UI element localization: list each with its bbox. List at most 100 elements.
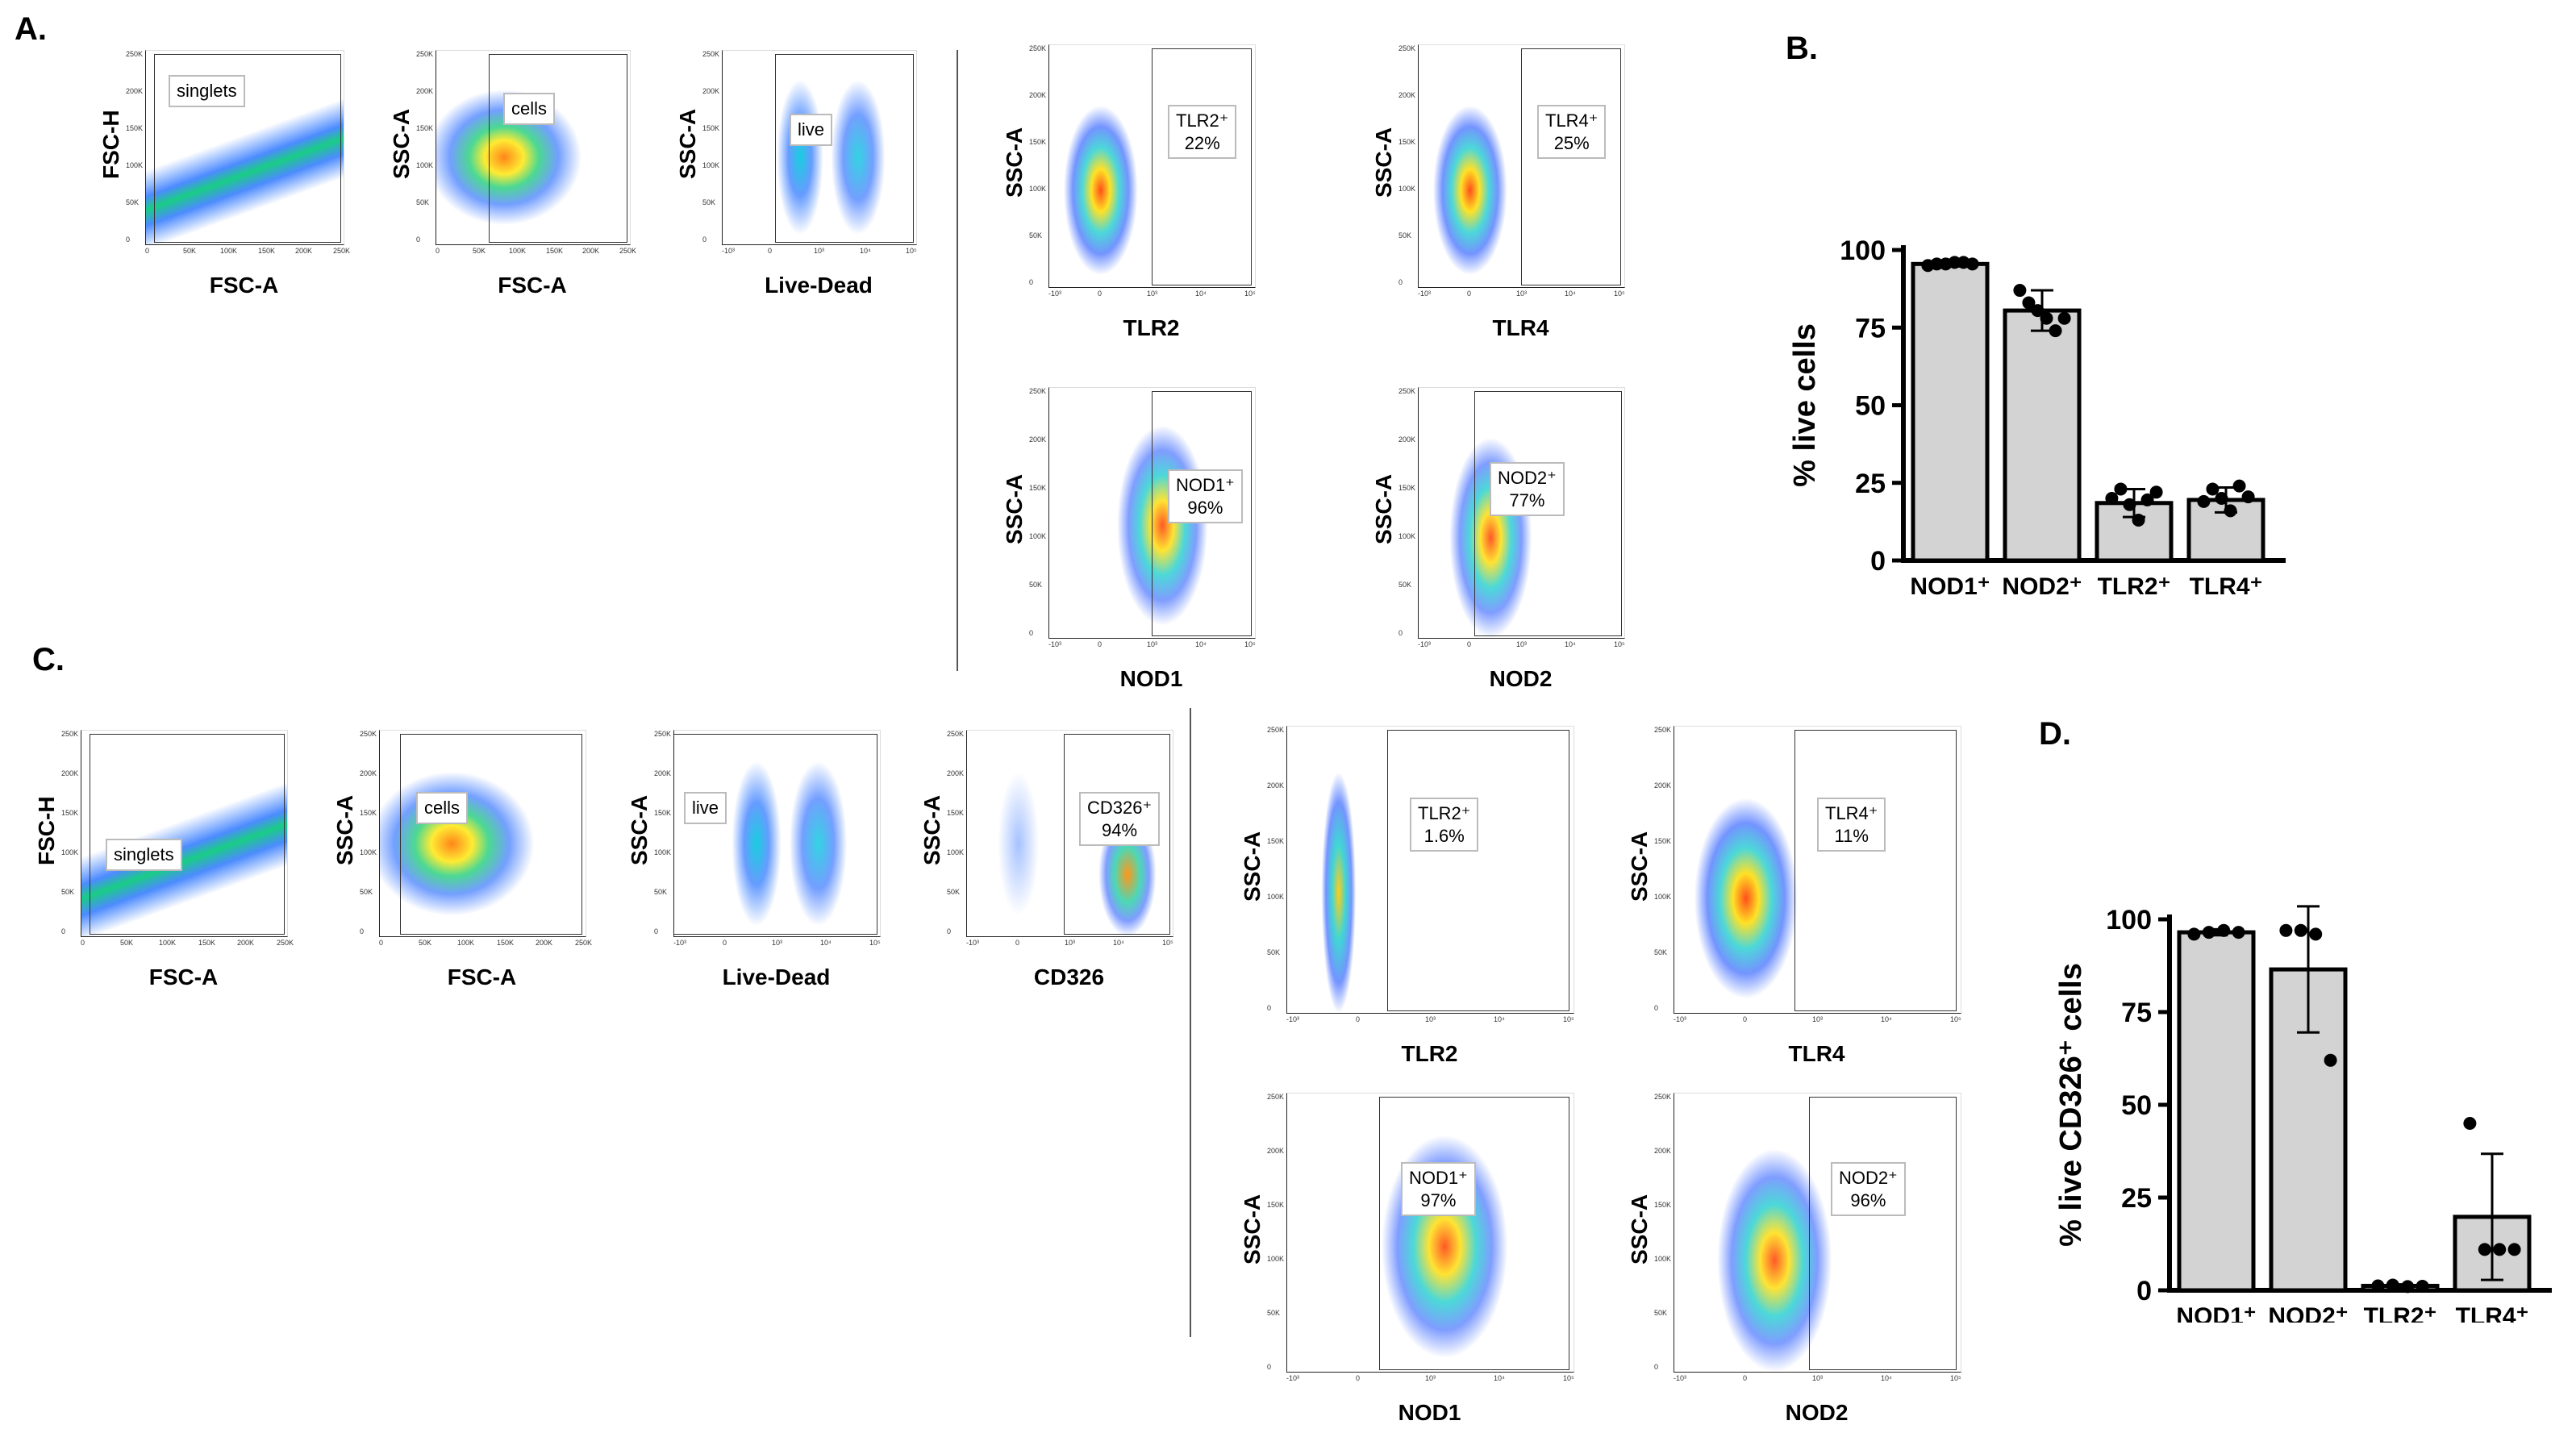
y-tick-c1: 100K — [61, 848, 79, 856]
category-label: NOD1⁺ — [2176, 1303, 2256, 1323]
gate-label-c3: live — [684, 792, 727, 824]
x-tick-c3: 0 — [723, 939, 727, 947]
gate-label-a6: NOD1⁺ 96% — [1168, 469, 1243, 523]
x-tick-c1: 150K — [198, 939, 216, 947]
y-axis-label: % live CD326⁺ cells — [2054, 963, 2088, 1247]
y-tick-c6: 150K — [1654, 837, 1672, 845]
y-tick-a2: 0 — [416, 235, 421, 244]
data-point — [2057, 311, 2071, 325]
y-tick-a7: 200K — [1398, 435, 1416, 444]
x-tick-c4: 10⁴ — [1113, 939, 1124, 947]
gate-name-c6: TLR4⁺ — [1825, 803, 1878, 823]
xlabel-c3: Live-Dead — [722, 964, 831, 989]
data-point — [1965, 257, 1979, 271]
x-tick-a6: 10⁴ — [1195, 640, 1207, 648]
y-tick-a2: 50K — [416, 198, 430, 206]
y-tick-c1: 150K — [61, 809, 79, 817]
y-tick-c1: 250K — [61, 730, 79, 738]
ylabel-a3: SSC-A — [675, 108, 700, 179]
gate-a6 — [1152, 391, 1252, 636]
y-tick-label: 75 — [1855, 313, 1886, 344]
x-tick-c2: 150K — [497, 939, 515, 947]
gate-name-c1: singlets — [114, 844, 174, 864]
y-tick-a4: 250K — [1029, 44, 1047, 52]
x-tick-c3: 10³ — [772, 939, 783, 947]
gate-label-c1: singlets — [106, 839, 182, 871]
x-tick-a5: 10⁵ — [1614, 290, 1625, 298]
gate-label-c7: NOD1⁺ 97% — [1401, 1162, 1476, 1216]
x-tick-c6: 10⁵ — [1950, 1015, 1961, 1023]
data-point — [2013, 284, 2027, 298]
gate-name-c7: NOD1⁺ — [1409, 1168, 1468, 1188]
x-tick-c6: 0 — [1743, 1015, 1748, 1023]
x-tick-a7: 10³ — [1516, 640, 1528, 648]
ylabel-a7: SSC-A — [1371, 473, 1396, 544]
y-tick-a1: 200K — [126, 87, 144, 95]
y-tick-label: 50 — [1855, 391, 1886, 422]
x-tick-c4: 10⁵ — [1162, 939, 1173, 947]
gate-label-c8: NOD2⁺ 96% — [1831, 1162, 1906, 1216]
xlabel-c5: TLR2 — [1401, 1041, 1458, 1066]
flow-plot-c8 — [1674, 1093, 1961, 1373]
y-tick-c1: 50K — [61, 888, 75, 896]
data-point — [2105, 492, 2119, 505]
x-tick-a5: -10³ — [1418, 290, 1432, 298]
x-tick-a7: 10⁵ — [1614, 640, 1625, 648]
data-point — [2217, 923, 2231, 937]
y-tick-c1: 0 — [61, 927, 66, 935]
x-tick-c1: 200K — [237, 939, 255, 947]
ylabel-a6: SSC-A — [1002, 473, 1027, 544]
x-tick-c8: -10³ — [1674, 1374, 1687, 1382]
x-tick-a1: 0 — [145, 247, 150, 255]
y-tick-c2: 200K — [360, 769, 377, 777]
y-tick-c3: 200K — [654, 769, 672, 777]
x-tick-a2: 250K — [619, 247, 637, 255]
gate-name-a5: TLR4⁺ — [1545, 110, 1599, 131]
y-tick-a1: 250K — [126, 50, 144, 58]
panel-label-b: B. — [1786, 31, 1818, 66]
y-tick-c6: 200K — [1654, 781, 1672, 789]
ylabel-a1: FSC-H — [98, 110, 123, 179]
y-tick-a2: 100K — [416, 161, 434, 169]
y-tick-c5: 250K — [1267, 726, 1285, 734]
y-tick-a4: 100K — [1029, 185, 1047, 193]
xlabel-a3: Live-Dead — [765, 273, 873, 298]
density-a3 — [723, 51, 916, 244]
x-tick-a7: -10³ — [1418, 640, 1432, 648]
y-tick-a6: 250K — [1029, 387, 1047, 395]
y-tick-c3: 50K — [654, 888, 668, 896]
y-tick-a1: 0 — [126, 235, 131, 244]
x-tick-a3: 0 — [768, 247, 773, 255]
gate-pct-a7: 77% — [1509, 490, 1545, 510]
gate-name-c4: CD326⁺ — [1087, 798, 1153, 818]
x-tick-a4: -10³ — [1048, 290, 1062, 298]
x-tick-a5: 10³ — [1516, 290, 1528, 298]
y-tick-a6: 100K — [1029, 532, 1047, 540]
x-tick-a4: 10⁴ — [1195, 290, 1207, 298]
density-c3 — [674, 731, 880, 936]
y-tick-a6: 200K — [1029, 435, 1047, 444]
data-point — [2463, 1117, 2477, 1130]
x-tick-c3: -10³ — [673, 939, 687, 947]
x-tick-c7: 10⁵ — [1563, 1374, 1574, 1382]
gate-pct-c7: 97% — [1420, 1189, 1457, 1210]
flow-plot-c3 — [673, 730, 881, 937]
data-point — [2132, 513, 2145, 527]
x-tick-a7: 0 — [1467, 640, 1472, 648]
x-tick-a6: 10³ — [1147, 640, 1158, 648]
x-tick-a7: 10⁴ — [1565, 640, 1576, 648]
density-c8 — [1674, 1094, 1961, 1372]
y-tick-a5: 50K — [1398, 231, 1412, 240]
data-point — [2493, 1243, 2507, 1256]
x-tick-c7: 0 — [1356, 1374, 1361, 1382]
y-tick-c5: 200K — [1267, 781, 1285, 789]
xlabel-c1: FSC-A — [148, 964, 219, 989]
density-a2 — [436, 51, 630, 244]
gate-a4 — [1152, 48, 1252, 285]
x-tick-c2: 250K — [575, 939, 593, 947]
gate-label-a1: singlets — [169, 75, 245, 107]
ylabel-c2: SSC-A — [332, 794, 357, 865]
gate-name-a2: cells — [511, 98, 548, 119]
x-tick-c2: 50K — [419, 939, 432, 947]
gate-c1 — [90, 734, 285, 935]
